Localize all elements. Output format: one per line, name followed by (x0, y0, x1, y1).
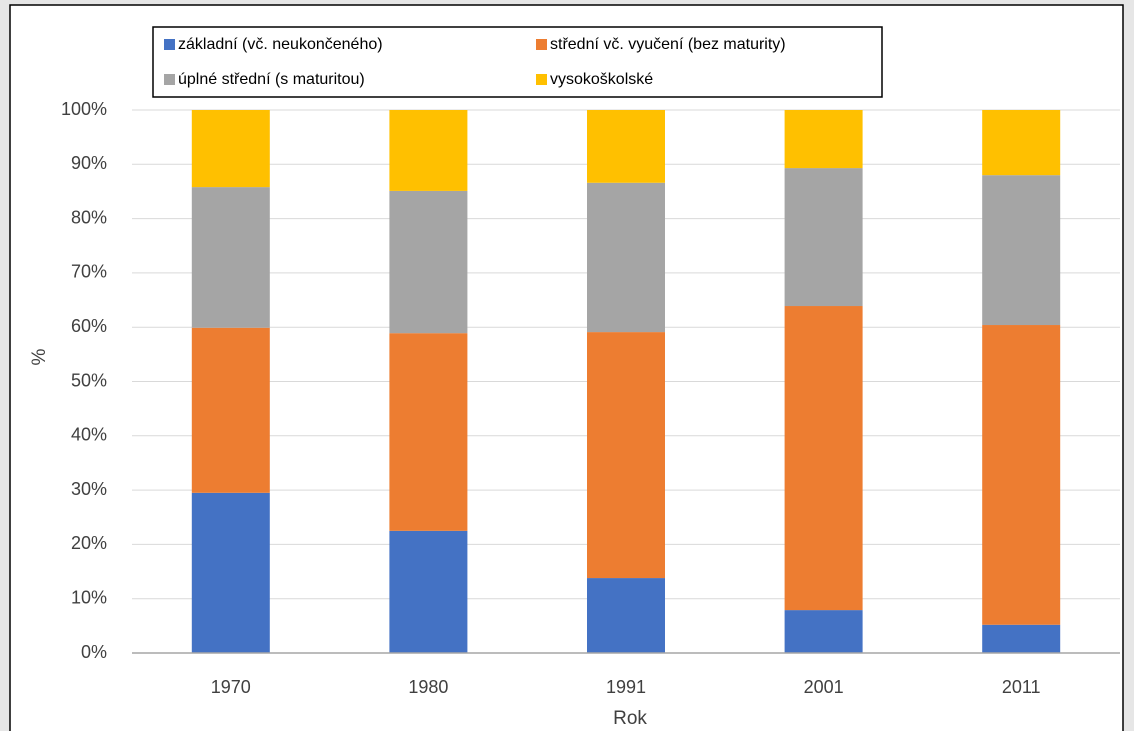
y-tick-label: 100% (61, 99, 107, 119)
y-tick-label: 90% (71, 153, 107, 173)
y-tick-label: 10% (71, 587, 107, 607)
y-tick-label: 0% (81, 642, 107, 662)
chart-frame (9, 4, 1124, 731)
legend-label: základní (vč. neukončeného) (178, 36, 383, 53)
bar-segment (389, 110, 468, 191)
bar-segment (587, 110, 665, 183)
bar-segment (191, 187, 270, 328)
bar-segment (784, 610, 863, 653)
bar-segment (389, 333, 468, 531)
y-tick-label: 70% (71, 262, 107, 282)
y-tick-label: 30% (71, 479, 107, 499)
legend-box (152, 26, 883, 98)
x-tick-label: 1970 (211, 677, 251, 697)
legend-swatch (164, 74, 175, 85)
x-tick-label: 2001 (804, 677, 844, 697)
bar-segment (389, 190, 468, 334)
bar-segment (784, 168, 863, 307)
y-tick-label: 60% (71, 316, 107, 336)
bar-segment (982, 110, 1061, 176)
x-tick-label: 1991 (606, 677, 646, 697)
bar-segment (587, 332, 665, 579)
y-tick-label: 80% (71, 207, 107, 227)
x-tick-label: 1980 (408, 677, 448, 697)
y-axis-title: % (29, 348, 50, 365)
legend-label: vysokoškolské (550, 71, 653, 88)
legend-swatch (536, 74, 547, 85)
bar-segment (982, 624, 1061, 653)
legend-label: střední vč. vyučení (bez maturity) (550, 36, 786, 53)
bar-segment (191, 492, 270, 653)
bar-segment (784, 110, 863, 169)
legend-swatch (536, 39, 547, 50)
legend-swatch (164, 39, 175, 50)
bar-segment (587, 578, 665, 653)
x-tick-label: 2011 (1002, 677, 1041, 697)
bar-segment (784, 306, 863, 611)
y-tick-label: 20% (71, 533, 107, 553)
legend-label: úplné střední (s maturitou) (178, 71, 365, 88)
x-axis-title: Rok (613, 708, 647, 729)
bar-segment (389, 530, 468, 653)
bar-segment (982, 325, 1061, 625)
bar-segment (191, 110, 270, 188)
y-tick-label: 50% (71, 370, 107, 390)
bar-segment (587, 182, 665, 333)
y-tick-label: 40% (71, 425, 107, 445)
bar-segment (191, 327, 270, 493)
bar-segment (982, 175, 1061, 326)
